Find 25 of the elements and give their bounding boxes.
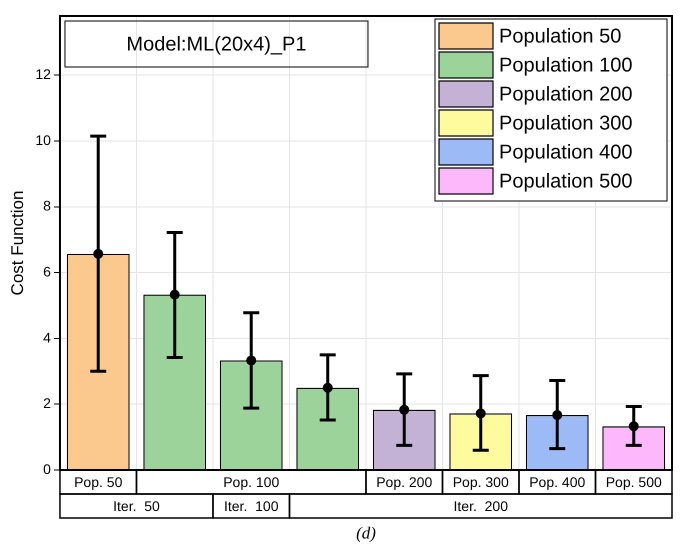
x-tick-label: Pop. 200 (376, 474, 432, 490)
y-axis-title: Cost Function (8, 190, 27, 296)
text: (d) (356, 523, 376, 542)
legend-label: Population 200 (499, 84, 632, 106)
legend-label: Population 500 (499, 170, 632, 193)
legend-label: Population 400 (499, 142, 632, 164)
x-tick-label: Pop. 50 (74, 474, 123, 490)
y-tick-label: 4 (43, 329, 52, 346)
y-tick-label: 8 (43, 198, 52, 214)
text: Model:ML(20x4)_P1 (126, 34, 307, 56)
legend-label: Population 50 (499, 26, 622, 48)
y-tick-label: 12 (35, 66, 52, 82)
y-tick-label: 2 (43, 395, 52, 412)
y-tick-label: 0 (43, 460, 52, 477)
x-tick-label: Pop. 100 (223, 474, 280, 490)
x-tick-label: Pop. 300 (452, 474, 509, 490)
y-tick-label: 10 (35, 132, 52, 148)
x-tick-label: Pop. 400 (529, 474, 586, 490)
x-tick-label: Pop. 500 (606, 474, 662, 490)
text: Iter. 200 (454, 498, 508, 514)
text: Iter. 50 (113, 498, 160, 514)
y-tick-label: 6 (43, 263, 52, 280)
legend-label: Population 100 (499, 54, 632, 77)
text: Iter. 100 (224, 498, 279, 514)
legend-label: Population 300 (499, 112, 632, 135)
